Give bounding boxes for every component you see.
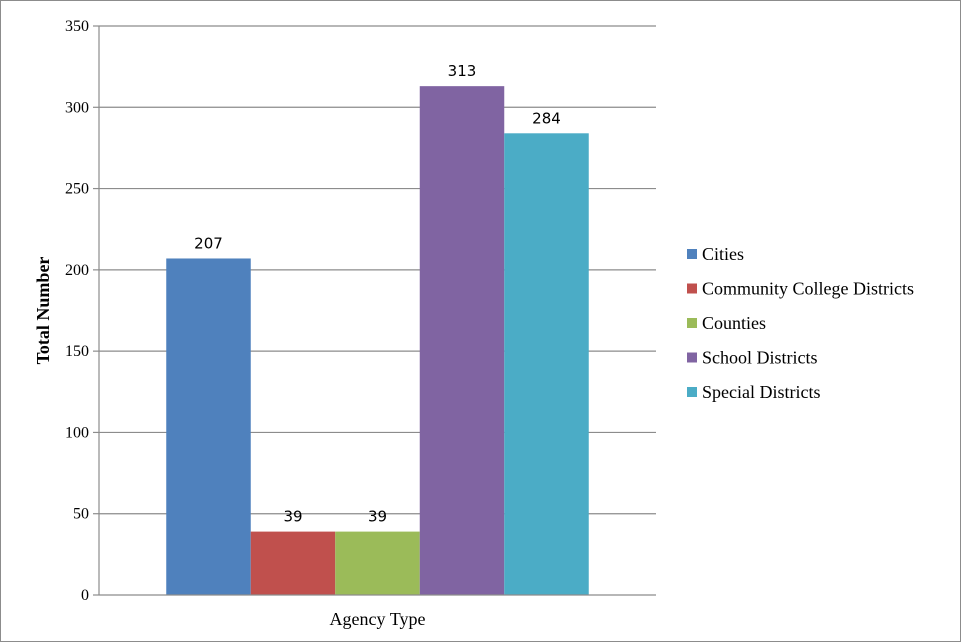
legend-label: Cities (702, 244, 744, 264)
legend-label: School Districts (702, 348, 818, 368)
legend-swatch (687, 387, 697, 397)
legend-swatch (687, 283, 697, 294)
data-label: 39 (368, 508, 387, 526)
y-axis-title: Total Number (33, 257, 53, 365)
y-tick-label: 200 (65, 262, 89, 279)
bar-cities (166, 258, 251, 595)
legend-label: Counties (702, 313, 766, 333)
data-label: 284 (532, 109, 561, 127)
legend-swatch (687, 249, 697, 259)
bar-counties (335, 531, 420, 595)
data-label: 39 (283, 508, 302, 526)
y-tick-label: 350 (65, 18, 89, 35)
legend: Cities Community College Districts Countie… (687, 244, 914, 402)
y-tick-label: 0 (81, 587, 89, 604)
y-axis-ticks: 0 50 100 150 200 250 300 350 (65, 18, 99, 604)
legend-swatch (687, 318, 697, 328)
y-tick-label: 250 (65, 181, 89, 198)
y-tick-label: 50 (73, 506, 89, 523)
bar-school-districts (419, 86, 505, 595)
y-tick-label: 300 (65, 99, 89, 116)
legend-label: Community College Districts (702, 279, 914, 299)
legend-swatch (687, 352, 697, 363)
y-tick-label: 150 (65, 343, 89, 360)
legend-label: Special Districts (702, 382, 820, 402)
data-label: 207 (194, 234, 223, 252)
data-label: 313 (448, 62, 477, 80)
y-tick-label: 100 (65, 424, 89, 441)
bar-special-districts (504, 133, 589, 595)
data-labels: 207 39 39 313 284 (194, 62, 561, 525)
bars (166, 86, 589, 595)
x-axis-title: Agency Type (330, 609, 426, 629)
bar-community-college-districts (250, 531, 336, 595)
